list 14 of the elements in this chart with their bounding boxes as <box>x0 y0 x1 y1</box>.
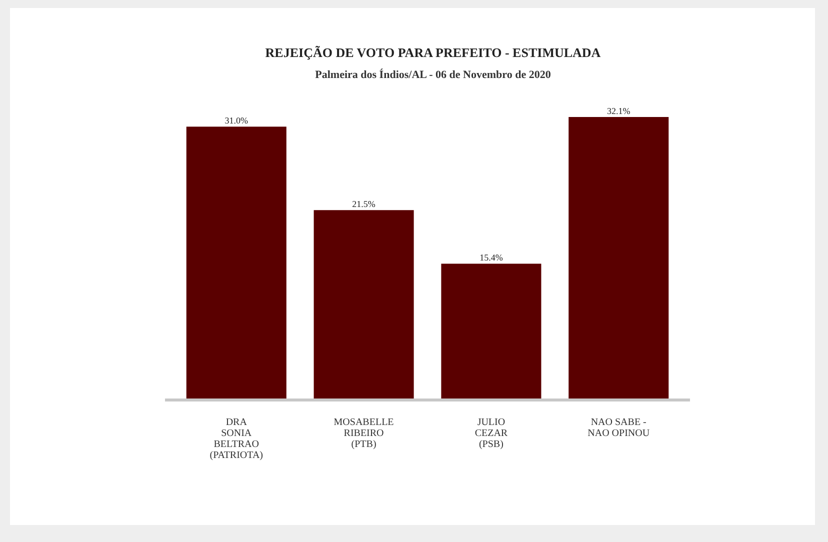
data-label: 32.1% <box>606 106 631 116</box>
x-tick-label: MOSABELLE RIBEIRO (PTB) <box>334 417 394 450</box>
bar <box>568 117 669 399</box>
x-tick-label: NAO SABE - NAO OPINOU <box>588 417 650 439</box>
chart-subtitle: Palmeira dos Índios/AL - 06 de Novembro de 2020 <box>315 68 552 81</box>
chart-title: REJEIÇÃO DE VOTO PARA PREFEITO - ESTIMULADA <box>265 45 602 60</box>
x-tick-label: DRA SONIA BELTRAO (PATRIOTA) <box>210 417 264 461</box>
bar <box>314 210 414 399</box>
data-label: 15.4% <box>480 252 504 263</box>
bar <box>441 264 542 399</box>
data-label: 21.5% <box>352 199 376 210</box>
x-tick-label: JULIO CEZAR (PSB) <box>474 417 508 450</box>
bar <box>186 126 286 399</box>
data-label: 31.0% <box>224 116 249 126</box>
